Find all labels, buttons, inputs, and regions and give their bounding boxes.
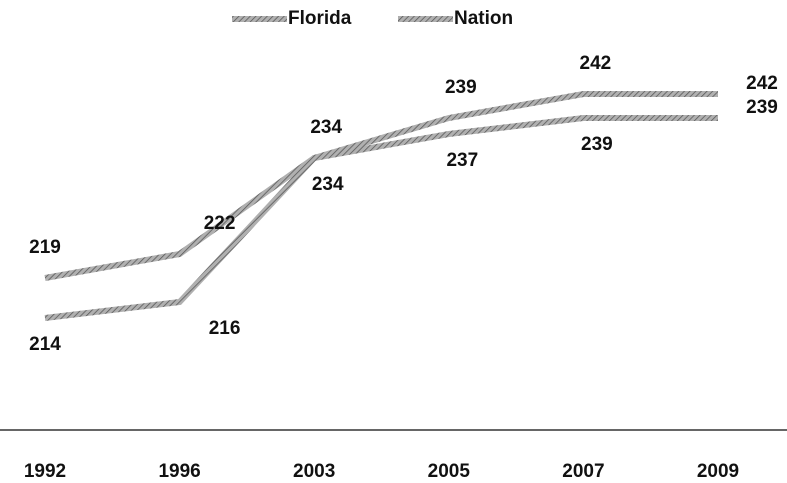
series-line — [44, 91, 718, 321]
data-label: 239 — [746, 97, 778, 118]
data-label: 239 — [445, 77, 477, 98]
data-label: 239 — [581, 134, 613, 155]
x-tick-label: 1996 — [158, 461, 200, 482]
data-label: 216 — [209, 318, 241, 339]
data-label: 214 — [29, 334, 61, 355]
x-tick-label: 2007 — [562, 461, 604, 482]
data-label: 234 — [310, 117, 342, 138]
x-tick-label: 1992 — [24, 461, 66, 482]
data-label: 242 — [580, 53, 612, 74]
data-label: 219 — [29, 237, 61, 258]
series-line — [44, 115, 718, 281]
data-label: 237 — [446, 150, 478, 171]
x-tick-label: 2005 — [428, 461, 471, 482]
data-label: 234 — [312, 174, 344, 195]
data-label: 222 — [204, 213, 236, 234]
x-tick-label: 2003 — [293, 461, 335, 482]
data-label: 242 — [746, 73, 778, 94]
x-tick-label: 2009 — [697, 461, 739, 482]
legend-label: Nation — [454, 8, 513, 29]
legend-label: Florida — [288, 8, 352, 29]
